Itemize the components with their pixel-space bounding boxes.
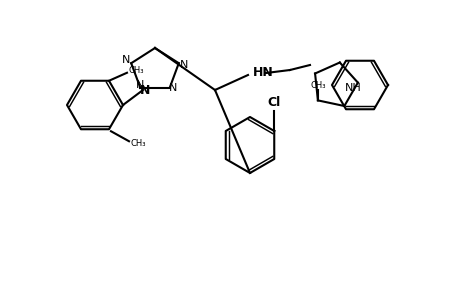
- Text: N: N: [140, 83, 150, 97]
- Text: N: N: [136, 80, 144, 90]
- Text: Cl: Cl: [267, 97, 280, 110]
- Text: CH₃: CH₃: [309, 81, 325, 90]
- Text: N: N: [122, 55, 130, 65]
- Text: NH: NH: [344, 82, 360, 93]
- Text: CH₃: CH₃: [129, 66, 144, 75]
- Text: CH₃: CH₃: [131, 139, 146, 148]
- Text: N: N: [168, 83, 177, 93]
- Text: HN: HN: [252, 65, 273, 79]
- Text: N: N: [179, 60, 188, 70]
